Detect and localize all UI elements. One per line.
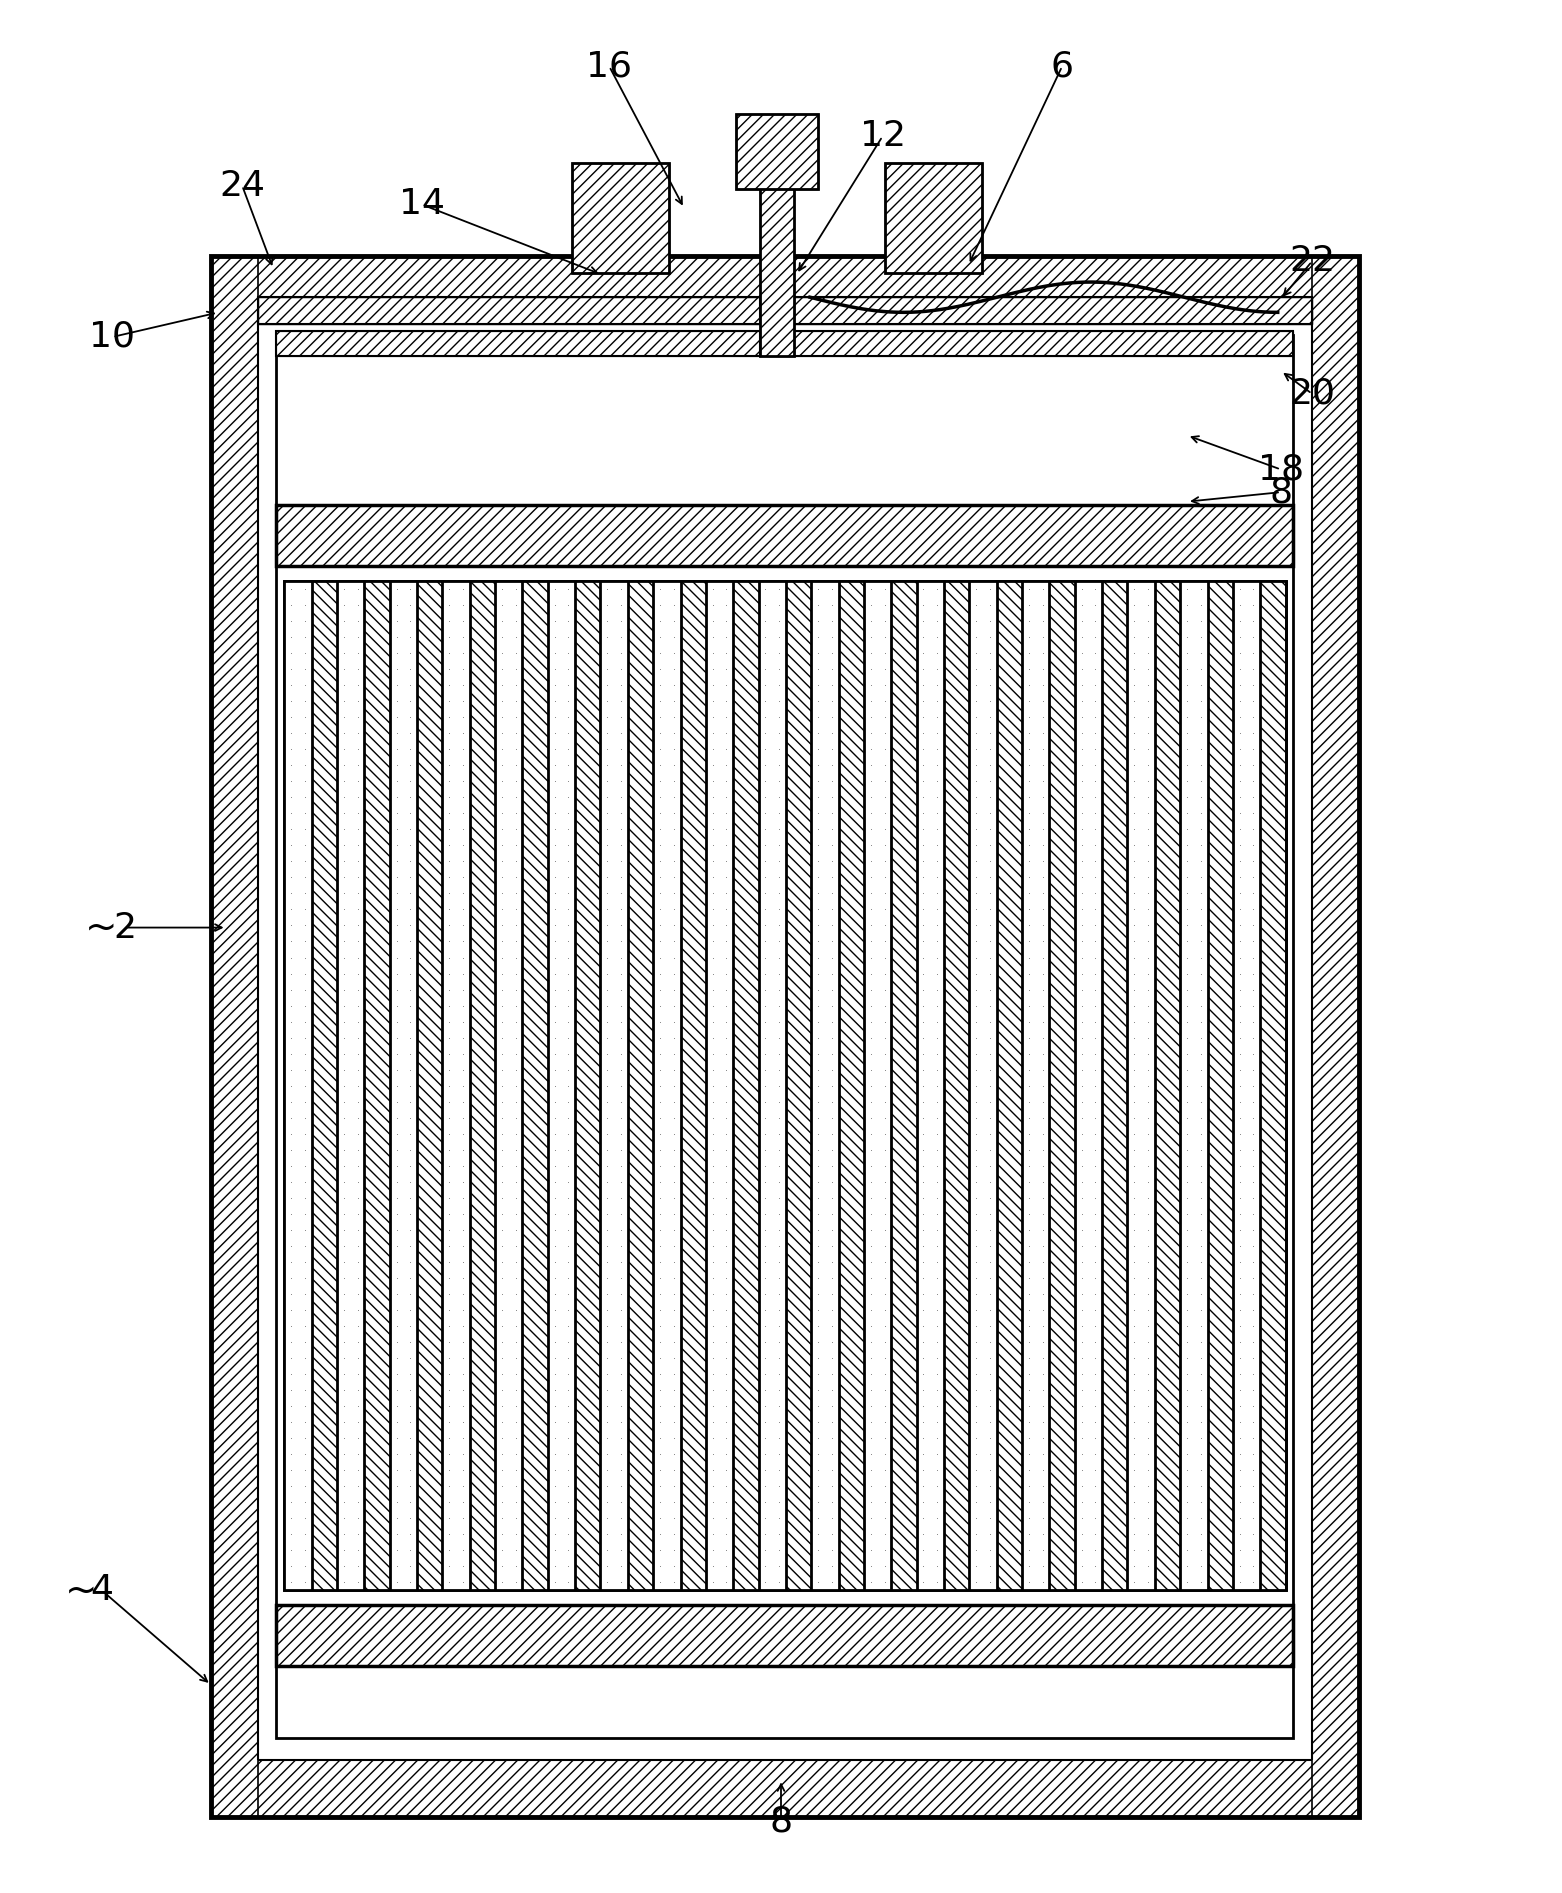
Text: 24: 24	[219, 168, 266, 203]
Text: 14: 14	[398, 187, 445, 221]
Bar	[786, 581, 811, 1590]
Text: 22: 22	[1289, 244, 1336, 278]
Text: 8: 8	[770, 1804, 792, 1838]
Bar	[276, 505, 1293, 566]
Bar	[736, 114, 818, 189]
Text: 16: 16	[586, 49, 633, 83]
Bar	[572, 163, 669, 273]
Bar	[470, 581, 495, 1590]
Bar	[970, 581, 997, 1590]
Bar	[572, 163, 669, 273]
Bar	[284, 581, 312, 1590]
Bar	[1207, 581, 1232, 1590]
Bar	[733, 581, 759, 1590]
Bar	[736, 114, 818, 189]
Bar	[276, 1605, 1293, 1666]
Text: 6: 6	[1051, 49, 1073, 83]
Bar	[276, 331, 759, 356]
Bar	[548, 581, 575, 1590]
Bar	[389, 581, 417, 1590]
Bar	[442, 581, 470, 1590]
Bar	[364, 581, 389, 1590]
Bar	[759, 151, 793, 356]
Bar	[706, 581, 733, 1590]
Bar	[1181, 581, 1207, 1590]
Bar	[943, 581, 970, 1590]
Bar	[759, 151, 793, 356]
Bar	[522, 581, 548, 1590]
Text: 18: 18	[1257, 452, 1304, 487]
Bar	[276, 1605, 1293, 1666]
Bar	[681, 581, 706, 1590]
Bar	[1232, 581, 1261, 1590]
Bar	[211, 256, 1359, 312]
Bar	[258, 297, 759, 324]
Bar	[276, 331, 759, 356]
Bar	[628, 581, 653, 1590]
Bar	[276, 335, 1293, 1738]
Bar	[284, 581, 1286, 1590]
Bar	[1312, 256, 1359, 1817]
Bar	[1154, 581, 1181, 1590]
Bar	[884, 163, 982, 273]
Bar	[337, 581, 364, 1590]
Bar	[864, 581, 892, 1590]
Text: ~: ~	[66, 1571, 97, 1609]
Bar	[276, 505, 1293, 566]
Bar	[211, 256, 258, 1817]
Bar	[759, 581, 786, 1590]
Bar	[1128, 581, 1154, 1590]
Bar	[1075, 581, 1103, 1590]
Bar	[258, 297, 759, 324]
Bar	[1022, 581, 1050, 1590]
Bar	[917, 581, 943, 1590]
Bar	[892, 581, 917, 1590]
Text: 20: 20	[1289, 377, 1336, 411]
Bar	[417, 581, 442, 1590]
Bar	[884, 163, 982, 273]
Text: 10: 10	[89, 320, 136, 354]
Text: 2: 2	[114, 911, 136, 945]
Bar	[793, 297, 1312, 324]
Bar	[839, 581, 864, 1590]
Bar	[600, 581, 628, 1590]
Bar	[1261, 581, 1286, 1590]
Bar	[653, 581, 681, 1590]
Bar	[575, 581, 600, 1590]
Bar	[495, 581, 522, 1590]
Bar	[284, 581, 1286, 1590]
Bar	[312, 581, 337, 1590]
Text: 8: 8	[1270, 475, 1292, 509]
Bar	[211, 256, 1359, 1817]
Bar	[1050, 581, 1075, 1590]
Bar	[211, 1760, 1359, 1817]
Text: 4: 4	[91, 1573, 112, 1607]
Text: 12: 12	[859, 119, 906, 153]
Bar	[793, 331, 1293, 356]
Bar	[793, 297, 1312, 324]
Bar	[793, 331, 1293, 356]
Bar	[811, 581, 839, 1590]
Bar	[1103, 581, 1128, 1590]
Bar	[997, 581, 1022, 1590]
Text: ~: ~	[86, 909, 117, 946]
